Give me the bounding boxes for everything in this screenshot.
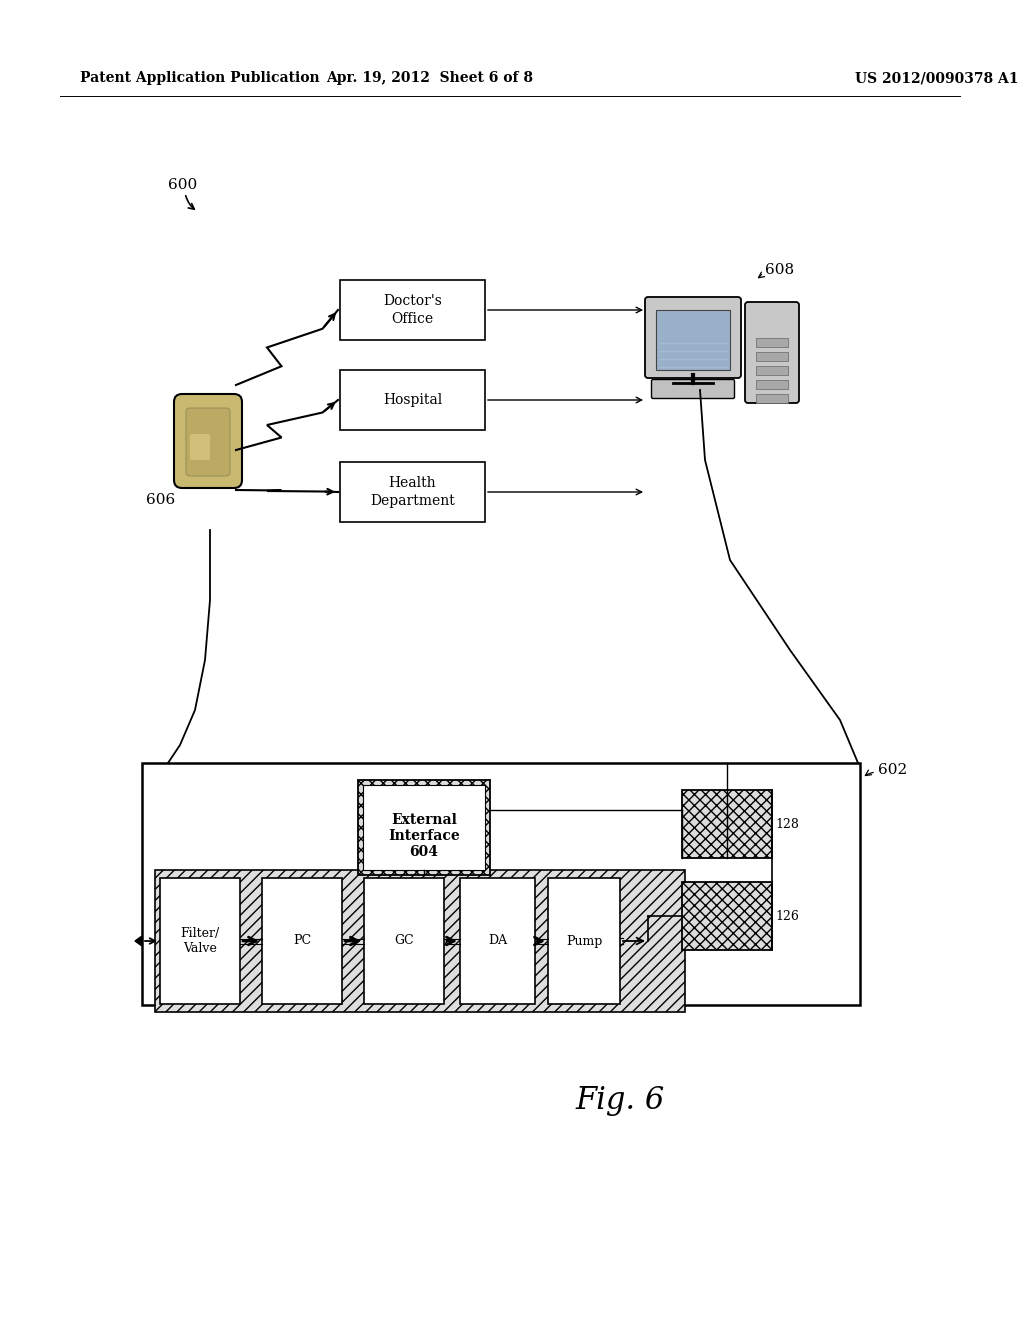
Bar (682, 882, 772, 950)
Text: Health
Department: Health Department (370, 477, 455, 508)
Text: 608: 608 (765, 263, 795, 277)
Text: 604: 604 (410, 845, 438, 858)
Bar (364, 878, 444, 1005)
Text: 602: 602 (878, 763, 907, 777)
Text: DA: DA (488, 935, 507, 948)
Text: External: External (391, 813, 457, 826)
Bar (340, 370, 485, 430)
FancyBboxPatch shape (745, 302, 799, 403)
Text: Pump: Pump (566, 935, 602, 948)
FancyBboxPatch shape (651, 380, 734, 399)
FancyBboxPatch shape (190, 434, 210, 459)
Text: Fig. 6: Fig. 6 (575, 1085, 665, 1115)
Bar (548, 878, 620, 1005)
Bar (142, 763, 860, 1005)
Bar (358, 780, 490, 875)
Bar (362, 785, 485, 870)
Bar (756, 338, 788, 347)
Bar (682, 789, 772, 858)
Text: Doctor's
Office: Doctor's Office (383, 294, 442, 326)
FancyBboxPatch shape (645, 297, 741, 378)
FancyBboxPatch shape (186, 408, 230, 477)
Polygon shape (135, 936, 142, 946)
Bar (340, 280, 485, 341)
Text: Apr. 19, 2012  Sheet 6 of 8: Apr. 19, 2012 Sheet 6 of 8 (327, 71, 534, 84)
Text: Filter/
Valve: Filter/ Valve (180, 927, 219, 956)
FancyBboxPatch shape (174, 393, 242, 488)
Bar (160, 878, 240, 1005)
Text: 600: 600 (168, 178, 198, 191)
Bar (262, 878, 342, 1005)
Text: Patent Application Publication: Patent Application Publication (80, 71, 319, 84)
Text: 126: 126 (775, 909, 799, 923)
Bar (340, 462, 485, 521)
Text: 606: 606 (145, 492, 175, 507)
Text: US 2012/0090378 A1: US 2012/0090378 A1 (855, 71, 1019, 84)
Text: Hospital: Hospital (383, 393, 442, 407)
Bar (460, 878, 535, 1005)
Bar (756, 393, 788, 403)
Bar (756, 352, 788, 360)
Bar (656, 310, 730, 370)
Bar (155, 870, 685, 1012)
Bar (756, 366, 788, 375)
Text: PC: PC (293, 935, 311, 948)
Text: GC: GC (394, 935, 414, 948)
Text: Interface: Interface (388, 829, 460, 842)
Bar (756, 380, 788, 389)
Text: 128: 128 (775, 817, 799, 830)
